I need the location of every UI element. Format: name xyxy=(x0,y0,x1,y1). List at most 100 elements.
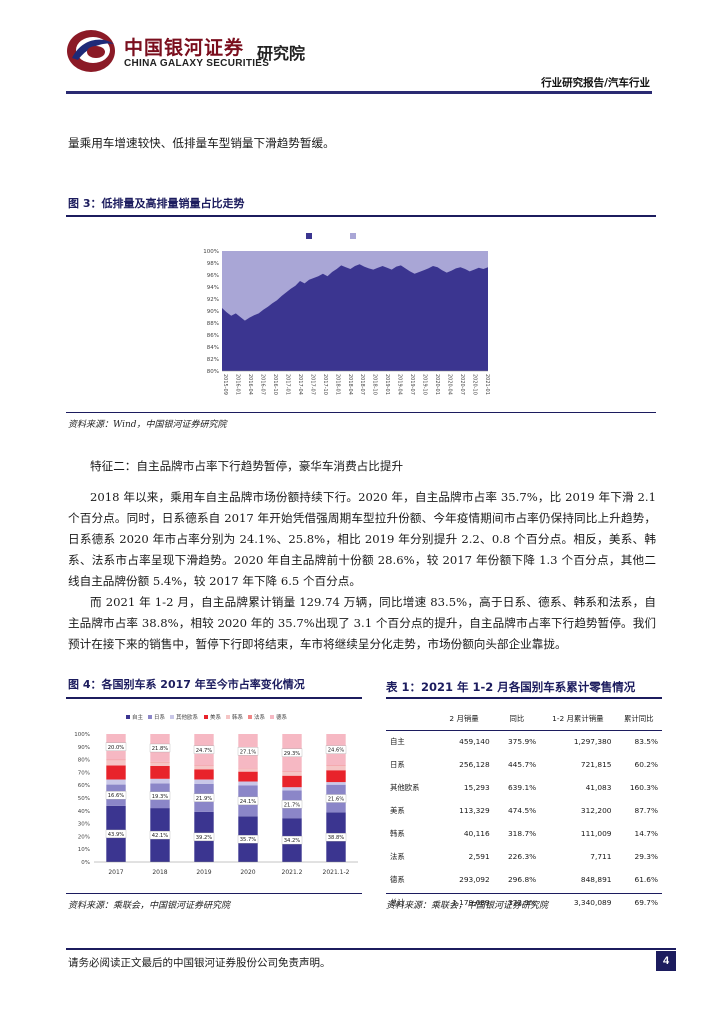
paragraph-2: 2018 年以来，乘用车自主品牌市场份额持续下行。2020 年，自主品牌市占率 … xyxy=(68,490,656,588)
legend-swatch xyxy=(148,715,152,719)
table-cell: 69.7% xyxy=(634,898,658,907)
table-header-cell: 同比 xyxy=(493,707,541,731)
data-label-box xyxy=(325,745,347,754)
legend-label: 美系 xyxy=(210,713,222,721)
table-cell: 296.8% xyxy=(507,875,537,884)
figure4-title: 图 4：各国别车系 2017 年至今市占率变化情况 xyxy=(68,678,305,691)
data-label-box xyxy=(193,793,215,802)
data-label: 20.0% xyxy=(108,745,125,751)
legend-label: 法系 xyxy=(254,713,266,721)
bar-segment xyxy=(194,779,214,784)
legend-swatch-high xyxy=(350,233,356,239)
legend-swatch xyxy=(126,715,130,719)
figure4-stacked-bar-chart: 自主 日系 其他欧系 美系 韩系 法系 德系 0% 10% 20% 30% 40% 50% 60% 70%… xyxy=(74,713,358,876)
data-label-box xyxy=(105,829,127,839)
x-tick-label: 2016-10 xyxy=(272,374,278,395)
figure4-top-rule xyxy=(66,697,362,699)
legend-swatch xyxy=(170,715,174,719)
bar-segment xyxy=(282,775,302,788)
data-label: 21.7% xyxy=(284,802,301,808)
figure4-bottom-rule xyxy=(66,893,362,894)
figure3-y-axis: 80% 82% 84% 86% 88% 90% 92% 94% 96% 98% 100% xyxy=(203,249,219,375)
x-tick-label: 2021.2 xyxy=(282,869,303,876)
x-tick-label: 2019 xyxy=(196,869,211,876)
table-header-cell: 1-2 月累计销量 xyxy=(540,707,616,731)
legend-swatch xyxy=(248,715,252,719)
table1-bottom-rule xyxy=(386,893,662,894)
data-label-box xyxy=(105,742,127,751)
data-label-box xyxy=(281,835,303,845)
table-cell: 29.3% xyxy=(634,852,658,861)
bar-segment xyxy=(106,760,126,766)
x-tick-label: 2021-01 xyxy=(484,374,490,395)
bar-segment xyxy=(150,762,170,766)
y-tick-label: 70% xyxy=(78,770,90,776)
y-tick-label: 86% xyxy=(207,333,219,339)
table-cell: 312,200 xyxy=(580,806,612,815)
data-label-box xyxy=(193,832,215,842)
table-header-cell: 累计同比 xyxy=(615,707,662,731)
table-cell: 40,116 xyxy=(463,829,490,838)
table-cell: 1,179,689 xyxy=(452,898,490,907)
table-cell: 256,128 xyxy=(459,760,490,769)
data-label: 42.1% xyxy=(152,833,169,839)
y-tick-label: 84% xyxy=(207,345,219,351)
table-cell: 293,092 xyxy=(459,875,490,884)
table-cell: 721,815 xyxy=(580,760,612,769)
table-cell: 160.3% xyxy=(629,783,658,792)
table-cell: 41,083 xyxy=(585,783,612,792)
figure3-area-chart: 80% 82% 84% 86% 88% 90% 92% 94% 96% 98% 100% 2015-… xyxy=(203,233,490,395)
x-tick-label: 2017-10 xyxy=(322,374,328,395)
logo-institute: 研究院 xyxy=(257,44,306,63)
data-label-box xyxy=(281,800,303,809)
bar-segment xyxy=(150,778,170,784)
table-cell: 韩系 xyxy=(390,829,405,838)
table1-title: 表 1：2021 年 1-2 月各国别车系累计零售情况 xyxy=(386,680,636,694)
table-cell: 111,009 xyxy=(580,829,612,838)
legend-label: 日系 xyxy=(154,713,166,721)
data-label-box xyxy=(193,745,215,754)
table-row: 美系 113,329 474.5% 312,200 87.7% xyxy=(386,799,662,822)
table-row: 自主 459,140 375.9% 1,297,380 83.5% xyxy=(386,730,662,753)
x-tick-label: 2016-01 xyxy=(234,374,240,395)
table-header-row: 2 月销量 同比 1-2 月累计销量 累计同比 xyxy=(386,707,662,731)
table-cell: 自主 xyxy=(390,737,405,747)
bar-segment xyxy=(150,766,170,779)
x-tick-label: 2018-10 xyxy=(372,374,378,395)
x-tick-label: 2017 xyxy=(108,869,123,876)
data-label-box xyxy=(281,748,303,757)
x-tick-label: 2017-01 xyxy=(284,374,290,395)
bar-segment xyxy=(106,779,126,785)
y-tick-label: 90% xyxy=(207,309,219,315)
figure4-source: 资料来源：乘联会，中国银河证券研究院 xyxy=(68,901,231,911)
y-tick-label: 20% xyxy=(78,834,90,840)
table-cell: 60.2% xyxy=(634,760,658,769)
x-tick-label: 2020-10 xyxy=(472,374,478,395)
x-tick-label: 2019-10 xyxy=(422,374,428,395)
table-row: 韩系 40,116 318.7% 111,009 14.7% xyxy=(386,822,662,845)
page-header: 中国银河证券 CHINA GALAXY SECURITIES 研究院 行业研究报… xyxy=(0,0,724,96)
table-cell: 1,297,380 xyxy=(573,737,612,747)
y-tick-label: 40% xyxy=(78,809,90,815)
table-cell: 7,711 xyxy=(590,852,612,861)
x-tick-label: 2018-07 xyxy=(359,374,365,395)
table1-top-rule xyxy=(386,697,662,699)
table-header-cell: 2 月销量 xyxy=(434,707,494,731)
data-label: 21.9% xyxy=(196,796,213,802)
bar-segment xyxy=(326,782,346,785)
bar-segment xyxy=(326,770,346,783)
figure4-x-axis: 2017 2018 2019 2020 2021.2 2021.1-2 xyxy=(94,861,358,876)
table-cell: 372.9% xyxy=(507,898,537,907)
x-tick-label: 2019-04 xyxy=(397,374,403,395)
figure3-low-area xyxy=(222,264,488,371)
y-tick-label: 92% xyxy=(207,297,219,303)
report-category: 行业研究报告/汽车行业 xyxy=(541,77,650,89)
footer-disclaimer: 请务必阅读正文最后的中国银河证券股份公司免责声明。 xyxy=(68,957,331,969)
page-number: 4 xyxy=(656,951,676,971)
table-cell: 445.7% xyxy=(507,760,537,769)
paragraph-3: 而 2021 年 1-2 月，自主品牌累计销量 129.74 万辆，同比增速 8… xyxy=(68,595,656,651)
x-tick-label: 2019-07 xyxy=(409,374,415,395)
data-label-box xyxy=(105,791,127,800)
x-tick-label: 2019-01 xyxy=(384,374,390,395)
legend-label: 其他欧系 xyxy=(176,713,199,721)
